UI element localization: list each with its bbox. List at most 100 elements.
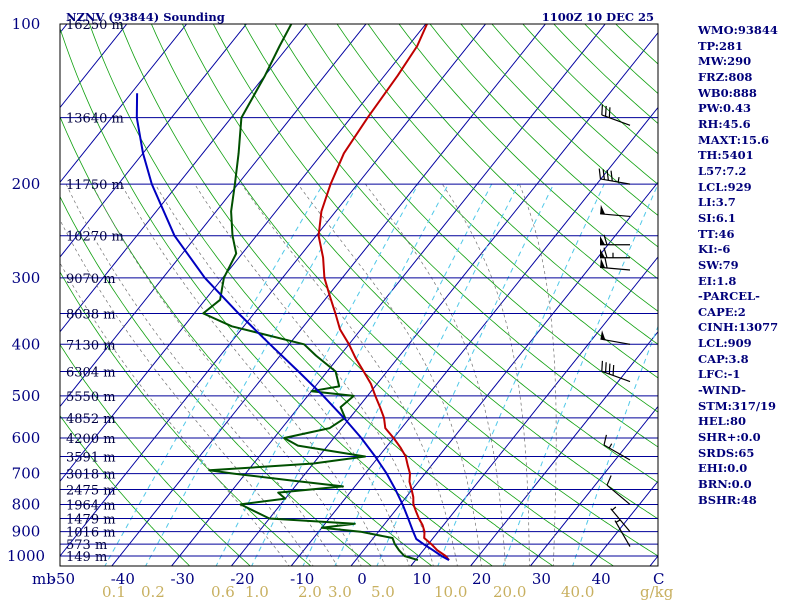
- height-label: 8038 m: [66, 307, 116, 322]
- isotherm: [60, 24, 486, 557]
- wind-barbs: [598, 104, 631, 547]
- height-label: 573 m: [66, 538, 107, 553]
- height-label: 5550 m: [66, 390, 116, 405]
- dry-adiabat: [60, 343, 251, 566]
- height-labels: 16250 m 13640 m 11750 m 10270 m 9070 m 8038 m…: [66, 18, 124, 565]
- mixing-ratio-tick-label: 2.0: [298, 583, 322, 600]
- dry-adiabat: [336, 24, 658, 345]
- mixing-ratio-tick-label: 3.0: [328, 583, 352, 600]
- mixing-ratio-tick-label: 1.0: [245, 583, 269, 600]
- moist-adiabat: [60, 262, 290, 566]
- wind-barb: [598, 168, 631, 185]
- isobar-lines: [60, 117, 658, 557]
- wind-barb: [601, 360, 631, 383]
- dry-adiabat: [60, 115, 433, 566]
- height-label: 1964 m: [66, 498, 116, 513]
- pressure-tick-label: 300: [12, 269, 41, 287]
- pressure-tick-label: 700: [12, 465, 41, 483]
- dry-adiabat: [429, 24, 658, 248]
- index-item: TH:5401: [698, 148, 754, 163]
- mixing-ratio-tick-label: 10.0: [434, 583, 467, 600]
- isotherm: [60, 24, 307, 333]
- height-label: 10270 m: [66, 230, 124, 245]
- dry-adiabat: [305, 24, 658, 379]
- index-item: LFC:-1: [698, 367, 741, 382]
- index-item: MAXT:15.6: [698, 132, 769, 147]
- index-item: WMO:93844: [698, 23, 778, 37]
- mixing-ratio-lines: [104, 183, 658, 566]
- isotherm: [60, 24, 427, 483]
- dry-adiabat: [89, 24, 554, 566]
- wind-barb: [600, 247, 630, 259]
- chart-time: 1100Z 10 DEC 25: [542, 10, 654, 24]
- index-item: MW:290: [698, 54, 752, 69]
- temperature-tick-label: -20: [230, 570, 254, 588]
- height-label: 3591 m: [66, 450, 116, 465]
- height-label: 1016 m: [66, 526, 116, 541]
- mixing-ratio-line: [251, 183, 449, 566]
- pressure-tick-label: 900: [12, 523, 41, 541]
- mixing-ratio-line: [502, 183, 658, 566]
- temperature-tick-label: 10: [412, 570, 431, 588]
- parcel-line: [135, 93, 450, 561]
- mixing-ratio-unit: g/kg: [640, 583, 674, 600]
- dry-adiabat: [367, 24, 658, 312]
- isotherm: [469, 330, 658, 566]
- isotherm: [0, 24, 7, 567]
- mixing-ratio-tick-label: 0.1: [102, 583, 126, 600]
- index-item: CAP:3.8: [698, 351, 749, 366]
- height-label: 4852 m: [66, 412, 116, 427]
- wind-barb: [600, 257, 631, 271]
- index-item: -WIND-: [698, 383, 746, 398]
- mixing-ratio-tick-labels: 0.1 0.2 0.6 1.0 2.0 3.0 5.0 10.0 20.0 40.0: [102, 583, 594, 600]
- height-label: 149 m: [66, 550, 107, 565]
- index-item: SW:79: [698, 257, 739, 272]
- stability-indices: WMO:93844 TP:281 MW:290 FRZ:808 WB0:888 PW:0.…: [698, 23, 798, 508]
- wind-barb: [603, 434, 631, 461]
- mixing-ratio-tick-label: 40.0: [561, 583, 594, 600]
- dry-adiabat: [398, 24, 658, 280]
- ylabel: mb: [32, 570, 56, 588]
- index-item: RH:45.6: [698, 116, 751, 131]
- xlabel: C: [653, 570, 664, 588]
- plot-frame: [59, 23, 659, 567]
- dry-adiabat: [212, 24, 658, 484]
- height-label: 6304 m: [66, 366, 116, 381]
- mixing-ratio-line: [145, 183, 359, 566]
- dry-adiabat: [60, 27, 494, 566]
- height-label: 11750 m: [66, 178, 124, 193]
- mixing-ratio-line: [572, 325, 658, 566]
- index-item: STM:317/19: [698, 398, 777, 413]
- moist-adiabat: [154, 183, 410, 566]
- temperature-tick-label: -40: [111, 570, 135, 588]
- dry-adiabat: [60, 195, 372, 566]
- isotherm: [410, 256, 658, 566]
- pressure-tick-label: 600: [12, 429, 41, 447]
- temperature-tick-label: -10: [290, 570, 314, 588]
- mixing-ratio-line: [104, 183, 324, 566]
- moist-adiabat: [194, 183, 434, 566]
- isotherm: [170, 24, 606, 566]
- index-item: KI:-6: [698, 242, 731, 257]
- mixing-ratio-tick-label: 20.0: [493, 583, 526, 600]
- temperature-tick-label: 40: [592, 570, 611, 588]
- isotherm: [60, 24, 68, 34]
- temperature-tick-label: -30: [171, 570, 195, 588]
- mixing-ratio-tick-label: 5.0: [371, 583, 395, 600]
- mixing-ratio-line: [437, 183, 605, 566]
- index-item: EHI:0.0: [698, 461, 748, 476]
- height-label: 9070 m: [66, 272, 116, 287]
- wind-barb: [600, 330, 631, 345]
- dry-adiabat: [60, 414, 191, 566]
- isotherm: [350, 181, 658, 566]
- isotherm: [111, 24, 546, 566]
- index-item: LI:3.7: [698, 195, 736, 210]
- height-label: 1479 m: [66, 512, 116, 527]
- index-item: LCL:909: [698, 336, 752, 351]
- index-item: TT:46: [698, 226, 735, 241]
- isotherm: [60, 24, 247, 258]
- temperature-tick-label: 30: [532, 570, 551, 588]
- dry-adiabat-lines: [60, 24, 658, 566]
- moist-adiabat: [519, 183, 557, 566]
